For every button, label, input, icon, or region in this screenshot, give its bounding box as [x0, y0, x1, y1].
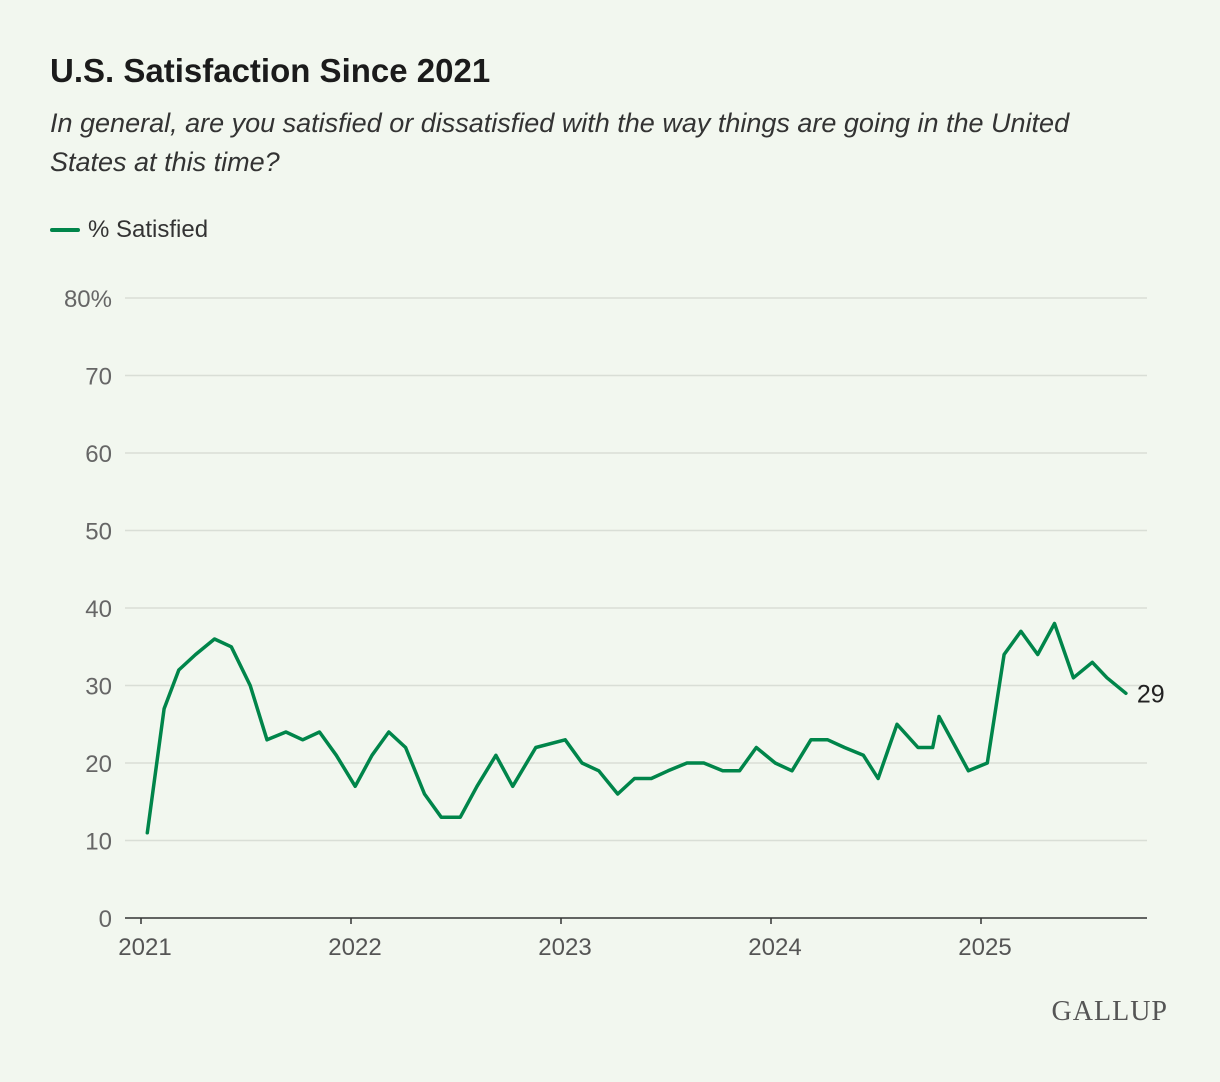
- y-tick-label: 30: [85, 674, 112, 701]
- satisfied-line: [145, 621, 1128, 835]
- x-tick-label: 2022: [328, 934, 381, 961]
- legend: % Satisfied: [50, 216, 208, 244]
- chart-subtitle: In general, are you satisfied or dissati…: [50, 108, 1070, 177]
- chart-title: U.S. Satisfaction Since 2021: [50, 52, 491, 89]
- y-tick-label: 70: [85, 364, 112, 391]
- y-tick-label: 0: [99, 906, 112, 933]
- x-tick-label: 2021: [118, 934, 171, 961]
- legend-swatch: [50, 228, 80, 232]
- x-tick-label: 2023: [538, 934, 591, 961]
- y-tick-label: 80%: [64, 286, 112, 313]
- y-tick-label: 60: [85, 441, 112, 468]
- y-tick-label: 40: [85, 596, 112, 623]
- y-tick-label: 50: [85, 519, 112, 546]
- x-tick-label: 2024: [748, 934, 801, 961]
- gallup-logo: GALLUP: [1051, 996, 1168, 1027]
- x-tick-label: 2025: [958, 934, 1011, 961]
- y-tick-label: 20: [85, 751, 112, 778]
- legend-label: % Satisfied: [88, 216, 209, 243]
- end-value-label: 29: [1137, 680, 1165, 708]
- y-tick-label: 10: [85, 829, 112, 856]
